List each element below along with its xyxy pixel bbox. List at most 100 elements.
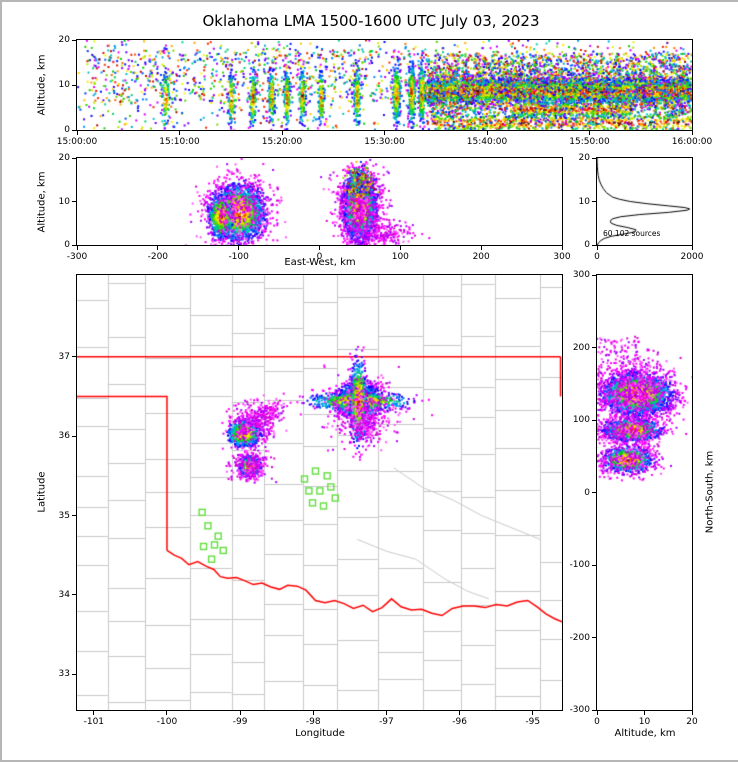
x-tick-mark xyxy=(76,131,78,135)
x-tick-label: -300 xyxy=(66,252,88,262)
source-count-annotation: 60 102 sources xyxy=(603,229,661,238)
x-tick-label: -200 xyxy=(147,252,169,262)
x-tick-label: 20 xyxy=(686,717,698,727)
x-tick-label: -97 xyxy=(379,717,394,727)
y-tick-label: 0 xyxy=(64,125,70,135)
ew-height-xlabel: East-West, km xyxy=(284,257,356,268)
x-tick-mark xyxy=(486,131,488,135)
x-tick-mark xyxy=(589,131,590,135)
y-tick-label: 33 xyxy=(58,669,70,680)
alt-histogram-canvas xyxy=(597,158,692,245)
x-tick-mark xyxy=(691,131,693,135)
x-tick-label: 10 xyxy=(638,717,651,727)
plan-view-map-panel xyxy=(76,274,563,711)
y-tick-mark xyxy=(592,564,596,566)
x-tick-mark xyxy=(157,246,159,250)
x-tick-mark xyxy=(166,711,168,715)
x-tick-label: -98 xyxy=(305,717,321,727)
ew-height-canvas xyxy=(77,158,562,245)
x-tick-label: 0 xyxy=(594,252,600,262)
x-tick-mark xyxy=(596,246,598,250)
y-tick-mark xyxy=(72,356,76,358)
y-tick-label: 37 xyxy=(58,351,70,362)
y-tick-mark xyxy=(592,709,596,711)
x-tick-label: 15:30:00 xyxy=(364,137,405,147)
x-tick-mark xyxy=(319,246,320,250)
x-tick-mark xyxy=(691,246,693,250)
y-tick-mark xyxy=(592,201,596,202)
x-tick-label: 16:00:00 xyxy=(671,137,713,147)
time-height-canvas xyxy=(77,40,692,130)
y-tick-mark xyxy=(592,492,596,493)
x-tick-mark xyxy=(691,711,693,715)
y-tick-label: 35 xyxy=(58,510,70,521)
x-tick-mark xyxy=(399,246,401,250)
y-tick-label: 10 xyxy=(578,196,590,207)
plan-view-canvas xyxy=(77,275,562,710)
plan-view-ylabel: Latitude xyxy=(36,471,48,513)
y-tick-label: -100 xyxy=(569,560,590,570)
y-tick-mark xyxy=(72,39,76,41)
x-tick-label: -99 xyxy=(232,717,248,727)
x-tick-label: 15:10:00 xyxy=(159,137,200,147)
ns-height-canvas xyxy=(597,275,692,710)
east-west-height-panel xyxy=(76,157,563,246)
x-tick-mark xyxy=(179,131,180,135)
y-tick-mark xyxy=(72,84,76,86)
x-tick-mark xyxy=(238,246,240,250)
y-tick-label: 100 xyxy=(572,415,590,425)
x-tick-label: -96 xyxy=(452,717,467,727)
y-tick-mark xyxy=(592,274,596,276)
y-tick-label: 0 xyxy=(64,240,70,250)
plan-view-xlabel: Longitude xyxy=(295,728,345,739)
y-tick-mark xyxy=(592,244,596,246)
y-tick-mark xyxy=(72,129,76,131)
x-tick-mark xyxy=(281,131,283,135)
y-tick-label: 0 xyxy=(584,487,590,498)
y-tick-mark xyxy=(72,244,76,246)
x-tick-mark xyxy=(532,711,534,715)
ns-height-ylabel: North-South, km xyxy=(704,450,716,534)
x-tick-label: 15:20:00 xyxy=(261,137,303,147)
y-tick-label: 300 xyxy=(572,270,590,280)
x-tick-label: -100 xyxy=(156,717,178,727)
x-tick-label: -100 xyxy=(228,252,249,262)
x-tick-label: 15:50:00 xyxy=(569,137,610,147)
x-tick-label: 200 xyxy=(472,252,490,262)
y-tick-label: -200 xyxy=(569,632,590,643)
y-tick-label: 20 xyxy=(578,153,590,163)
time-height-panel xyxy=(76,39,693,131)
altitude-histogram-panel xyxy=(596,157,693,246)
y-tick-label: 10 xyxy=(58,80,70,90)
y-tick-mark xyxy=(592,157,596,159)
y-tick-mark xyxy=(592,347,596,348)
north-south-height-panel xyxy=(596,274,693,711)
x-tick-label: 0 xyxy=(594,717,600,727)
x-tick-label: 2000 xyxy=(680,252,704,262)
x-tick-mark xyxy=(596,711,598,715)
y-tick-mark xyxy=(72,515,76,517)
y-tick-mark xyxy=(72,594,76,596)
x-tick-mark xyxy=(644,711,645,715)
y-tick-mark xyxy=(72,435,76,437)
plot-title: Oklahoma LMA 1500-1600 UTC July 03, 2023 xyxy=(202,12,540,30)
x-tick-mark xyxy=(76,246,78,250)
y-tick-mark xyxy=(72,157,76,159)
x-tick-mark xyxy=(384,131,385,135)
y-tick-label: 10 xyxy=(58,196,70,207)
y-tick-label: 200 xyxy=(572,342,590,353)
x-tick-mark xyxy=(561,246,563,250)
y-tick-label: 0 xyxy=(584,240,590,250)
y-tick-mark xyxy=(72,673,76,675)
y-tick-label: 20 xyxy=(58,35,70,45)
y-tick-mark xyxy=(72,201,76,202)
y-tick-mark xyxy=(592,637,596,638)
y-tick-label: 36 xyxy=(58,431,70,442)
x-tick-mark xyxy=(385,711,387,715)
y-tick-mark xyxy=(592,419,596,421)
x-tick-label: 100 xyxy=(391,252,409,262)
y-tick-label: 20 xyxy=(58,153,70,163)
x-tick-label: 0 xyxy=(316,252,323,262)
x-tick-label: 15:40:00 xyxy=(466,137,508,147)
